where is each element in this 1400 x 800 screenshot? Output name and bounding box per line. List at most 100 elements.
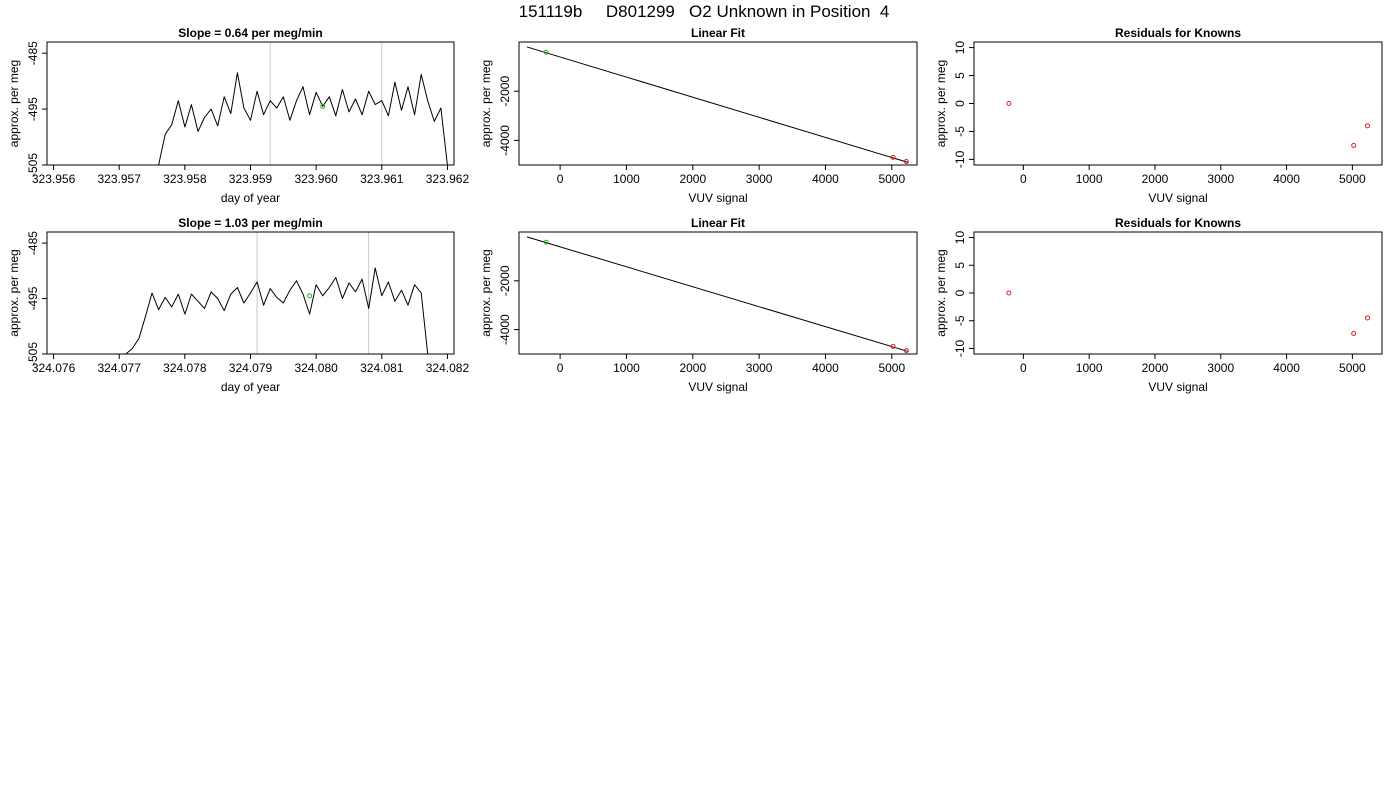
panel-r1c3-known-point [1351,142,1357,148]
panel-r1c2-y-tick-label: -4000 [498,125,512,156]
panel-r1c2-known-point [890,154,896,160]
panel-r1c3-x-tick-label: 3000 [1207,172,1234,186]
panel-r2c1-x-tick-label: 324.082 [426,361,470,375]
panel-r1c3-y-tick-label: 0 [953,100,967,107]
panel-r2c2-title: Linear Fit [691,216,745,230]
panel-r2c3-y-tick-label: -10 [953,339,967,357]
panel-r2c3-x-tick-label: 0 [1020,361,1027,375]
panel-r1c1-y-tick-label: -485 [26,41,40,65]
panel-r1c1-x-tick-label: 323.961 [360,172,404,186]
panel-r1c3-x-tick-label: 1000 [1076,172,1103,186]
panel-r1c3: Residuals for Knowns 0 1000 2000 3000 4000 500… [934,26,1383,205]
panel-r2c3-known-point [1006,290,1012,296]
panel-r1c1-mean-point [320,103,326,109]
panel-r2c1-x-axis-label: day of year [221,380,280,394]
panel-r1c1-y-tick-label: -505 [26,153,40,177]
panel-r1c2-fit-line [526,46,909,164]
panel-r2c1-mean-point [307,293,313,299]
panel-r1c3-y-tick-label: 10 [953,41,967,55]
panel-r1c1-y-tick-label: -495 [26,97,40,121]
panel-r1c2-title: Linear Fit [691,26,745,40]
panel-r1c3-y-tick-label: 5 [953,72,967,79]
panel-r2c1: Slope = 1.03 per meg/min 324.076 324.077 32… [7,216,469,394]
panel-r1c1-x-tick-label: 323.960 [294,172,338,186]
panel-r2c1-y-axis-label: approx. per meg [7,249,21,336]
panel-r2c3-y-tick-label: 10 [953,231,967,245]
panel-r1c3-y-axis-label: approx. per meg [934,60,948,147]
panel-r1c2-unknown-point [543,49,549,55]
panel-r2c3-y-tick-label: -5 [953,315,967,326]
panel-r2c2-known-point [903,348,909,354]
panel-r2c2-frame [518,231,918,355]
panel-r2c1-x-tick-label: 324.077 [98,361,142,375]
panel-r1c3-x-tick-label: 5000 [1339,172,1366,186]
panel-r1c2-x-tick-label: 1000 [613,172,640,186]
panel-r1c2-y-axis-label: approx. per meg [479,60,493,147]
panel-r1c3-x-tick-label: 0 [1020,172,1027,186]
panel-r2c1-x-tick-label: 324.076 [32,361,76,375]
panel-r2c3-x-tick-label: 1000 [1076,361,1103,375]
panel-r1c2-x-tick-label: 2000 [679,172,706,186]
panel-r1c2-frame [518,41,918,166]
panel-r1c3-known-point [1006,101,1012,106]
panel-r1c1-x-axis-label: day of year [221,191,280,205]
panel-r2c3-known-point [1351,330,1357,336]
panel-r2c1-x-tick-label: 324.080 [294,361,338,375]
panel-r2c3-x-axis-label: VUV signal [1148,380,1207,394]
panel-r1c1-x-tick-label: 323.959 [229,172,273,186]
panel-r2c2-unknown-point [543,239,549,245]
panel-r2c2-y-tick-label: -4000 [498,314,512,345]
panel-r2c2-x-tick-label: 0 [557,361,564,375]
panel-r2c3-x-tick-label: 4000 [1273,361,1300,375]
panel-r1c3-known-point [1365,123,1371,129]
panel-r1c2-x-tick-label: 5000 [878,172,905,186]
page-title: 151119b D801299 O2 Unknown in Position 4 [519,2,890,21]
panel-r1c1: Slope = 0.64 per meg/min 323.956 323.957 32… [7,26,469,205]
panel-r1c2-x-axis-label: VUV signal [688,191,747,205]
panel-r2c2-x-tick-label: 1000 [613,361,640,375]
panel-r2c3-title: Residuals for Knowns [1115,216,1241,230]
panel-r2c2-x-tick-label: 5000 [878,361,905,375]
panel-r1c1-title: Slope = 0.64 per meg/min [178,26,322,40]
panel-r1c2-x-tick-label: 3000 [746,172,773,186]
panel-r2c1-x-tick-label: 324.078 [163,361,207,375]
panel-r2c3-y-axis-label: approx. per meg [934,249,948,336]
panel-r2c1-x-tick-label: 324.081 [360,361,404,375]
panel-r2c3-x-tick-label: 3000 [1207,361,1234,375]
panel-r2c3: Residuals for Knowns 0 1000 2000 3000 4000 500… [934,216,1383,394]
panel-r2c3-y-tick-label: 5 [953,262,967,269]
panel-r2c1-y-tick-label: -495 [26,286,40,310]
panel-r2c3-y-tick-label: 0 [953,289,967,296]
panel-r1c2-known-point [903,159,909,165]
panel-r2c2-y-axis-label: approx. per meg [479,249,493,336]
panel-r2c3-known-point [1365,315,1371,321]
panel-r1c3-title: Residuals for Knowns [1115,26,1241,40]
panel-r1c1-x-tick-label: 323.958 [163,172,207,186]
panel-r2c2-y-tick-label: -2000 [498,265,512,296]
panel-r1c1-x-tick-label: 323.956 [32,172,76,186]
panel-r1c3-x-axis-label: VUV signal [1148,191,1207,205]
panel-r1c2: Linear Fit 0 1000 2000 3000 4000 5000 -2000 -400… [479,26,918,205]
panel-r2c2-x-tick-label: 3000 [746,361,773,375]
panel-r1c1-x-tick-label: 323.962 [426,172,470,186]
panel-r1c1-series-line [158,72,448,165]
panel-r2c2-x-tick-label: 4000 [812,361,839,375]
panel-r2c1-y-tick-label: -485 [26,231,40,255]
panel-r2c3-x-tick-label: 2000 [1142,361,1169,375]
panel-r2c2-fit-line [526,236,909,353]
panel-r2c2-x-axis-label: VUV signal [688,380,747,394]
panel-r2c1-title: Slope = 1.03 per meg/min [178,216,322,230]
panel-r1c3-y-tick-label: -5 [953,126,967,137]
panel-r2c1-x-tick-label: 324.079 [229,361,273,375]
panel-r2c2-x-tick-label: 2000 [679,361,706,375]
panel-r1c3-y-tick-label: -10 [953,150,967,168]
panel-r2c1-series-line [125,267,429,354]
panel-r1c2-x-tick-label: 4000 [812,172,839,186]
panel-r2c1-y-tick-label: -505 [26,342,40,366]
panel-r1c2-x-tick-label: 0 [557,172,564,186]
panel-r2c2: Linear Fit 0 1000 2000 3000 4000 5000 -2000 -400… [479,216,918,394]
panel-r1c2-y-tick-label: -2000 [498,76,512,107]
panel-r2c3-x-tick-label: 5000 [1339,361,1366,375]
